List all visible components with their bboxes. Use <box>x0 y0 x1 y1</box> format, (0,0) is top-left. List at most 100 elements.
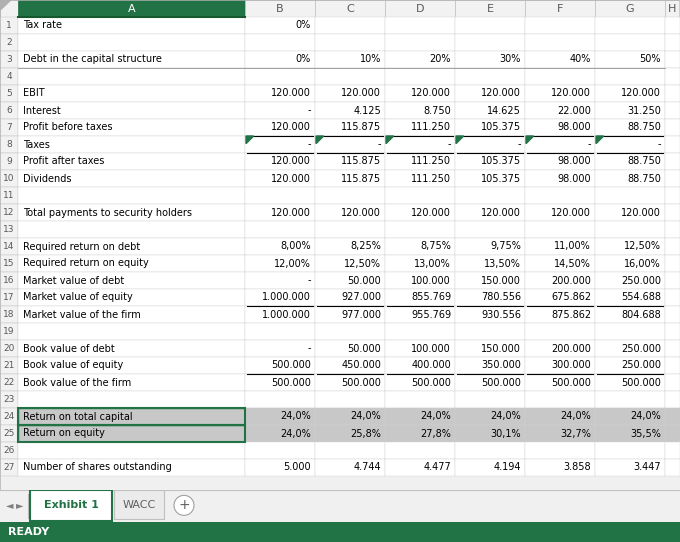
Bar <box>665 289 680 306</box>
Bar <box>665 187 680 204</box>
Text: 6: 6 <box>6 106 12 115</box>
Text: -: - <box>307 106 311 115</box>
Text: 105.375: 105.375 <box>481 173 521 184</box>
Text: 120.000: 120.000 <box>411 208 451 217</box>
Bar <box>0 17 18 34</box>
Bar <box>525 459 595 476</box>
Bar <box>385 68 455 85</box>
Bar <box>315 340 385 357</box>
Bar <box>665 170 680 187</box>
Bar <box>525 255 595 272</box>
Text: 9,75%: 9,75% <box>490 242 521 251</box>
Bar <box>385 238 455 255</box>
Bar <box>18 238 245 255</box>
Bar <box>245 306 315 323</box>
Bar <box>665 391 680 408</box>
Text: 40%: 40% <box>570 55 591 64</box>
Bar <box>30 490 112 521</box>
Bar <box>385 289 455 306</box>
Bar <box>665 306 680 323</box>
Bar <box>18 170 245 187</box>
Text: 3.447: 3.447 <box>633 462 661 473</box>
Text: Total payments to security holders: Total payments to security holders <box>23 208 192 217</box>
Text: 16,00%: 16,00% <box>624 259 661 268</box>
Bar <box>595 323 665 340</box>
Polygon shape <box>0 0 11 10</box>
Bar <box>665 221 680 238</box>
Bar <box>0 357 18 374</box>
Bar <box>665 0 679 17</box>
Bar <box>18 187 245 204</box>
Bar <box>595 238 665 255</box>
Bar <box>665 238 680 255</box>
Bar <box>385 459 455 476</box>
Text: Book value of equity: Book value of equity <box>23 360 123 371</box>
Bar <box>245 68 315 85</box>
Bar <box>18 374 245 391</box>
Text: 955.769: 955.769 <box>411 309 451 319</box>
Text: 88.750: 88.750 <box>627 157 661 166</box>
Bar <box>315 391 385 408</box>
Text: 927.000: 927.000 <box>341 293 381 302</box>
Bar <box>18 34 245 51</box>
Bar <box>595 0 665 17</box>
Text: 500.000: 500.000 <box>271 360 311 371</box>
Text: 20: 20 <box>3 344 15 353</box>
Text: 10%: 10% <box>360 55 381 64</box>
Bar <box>385 408 455 425</box>
Bar <box>18 425 245 442</box>
Text: 24: 24 <box>3 412 15 421</box>
Bar <box>315 408 385 425</box>
Bar <box>455 102 525 119</box>
Text: Required return on equity: Required return on equity <box>23 259 149 268</box>
Bar <box>385 136 455 153</box>
Bar <box>18 136 245 153</box>
Text: A: A <box>128 3 135 14</box>
Text: 1: 1 <box>6 21 12 30</box>
Bar <box>385 374 455 391</box>
Bar <box>665 68 680 85</box>
Text: -: - <box>517 139 521 150</box>
Bar <box>0 170 18 187</box>
Bar <box>0 51 18 68</box>
Bar <box>595 187 665 204</box>
Bar <box>455 170 525 187</box>
Text: 120.000: 120.000 <box>341 208 381 217</box>
Bar <box>0 102 18 119</box>
Bar <box>0 136 18 153</box>
Bar <box>245 289 315 306</box>
Text: 1.000.000: 1.000.000 <box>262 293 311 302</box>
Bar <box>665 408 680 425</box>
Bar <box>385 391 455 408</box>
Bar <box>385 0 455 17</box>
Bar <box>665 136 680 153</box>
Text: 120.000: 120.000 <box>621 208 661 217</box>
Bar <box>0 187 18 204</box>
Bar <box>665 357 680 374</box>
Text: G: G <box>626 3 634 14</box>
Text: 120.000: 120.000 <box>481 208 521 217</box>
Text: 24,0%: 24,0% <box>630 411 661 422</box>
Bar <box>665 102 680 119</box>
Bar <box>525 272 595 289</box>
Bar <box>18 102 245 119</box>
Bar <box>0 204 18 221</box>
Text: 350.000: 350.000 <box>481 360 521 371</box>
Bar <box>385 340 455 357</box>
Bar <box>0 0 18 17</box>
Text: 24,0%: 24,0% <box>350 411 381 422</box>
Bar <box>315 170 385 187</box>
Text: 88.750: 88.750 <box>627 122 661 132</box>
Text: 500.000: 500.000 <box>271 377 311 388</box>
Text: Dividends: Dividends <box>23 173 71 184</box>
Bar <box>315 153 385 170</box>
Text: 115.875: 115.875 <box>341 173 381 184</box>
Text: 4: 4 <box>6 72 12 81</box>
Bar <box>665 153 680 170</box>
Bar <box>385 119 455 136</box>
Text: 14,50%: 14,50% <box>554 259 591 268</box>
Bar <box>595 255 665 272</box>
Bar <box>245 136 315 153</box>
Bar <box>455 0 525 17</box>
Text: Return on equity: Return on equity <box>23 429 105 438</box>
